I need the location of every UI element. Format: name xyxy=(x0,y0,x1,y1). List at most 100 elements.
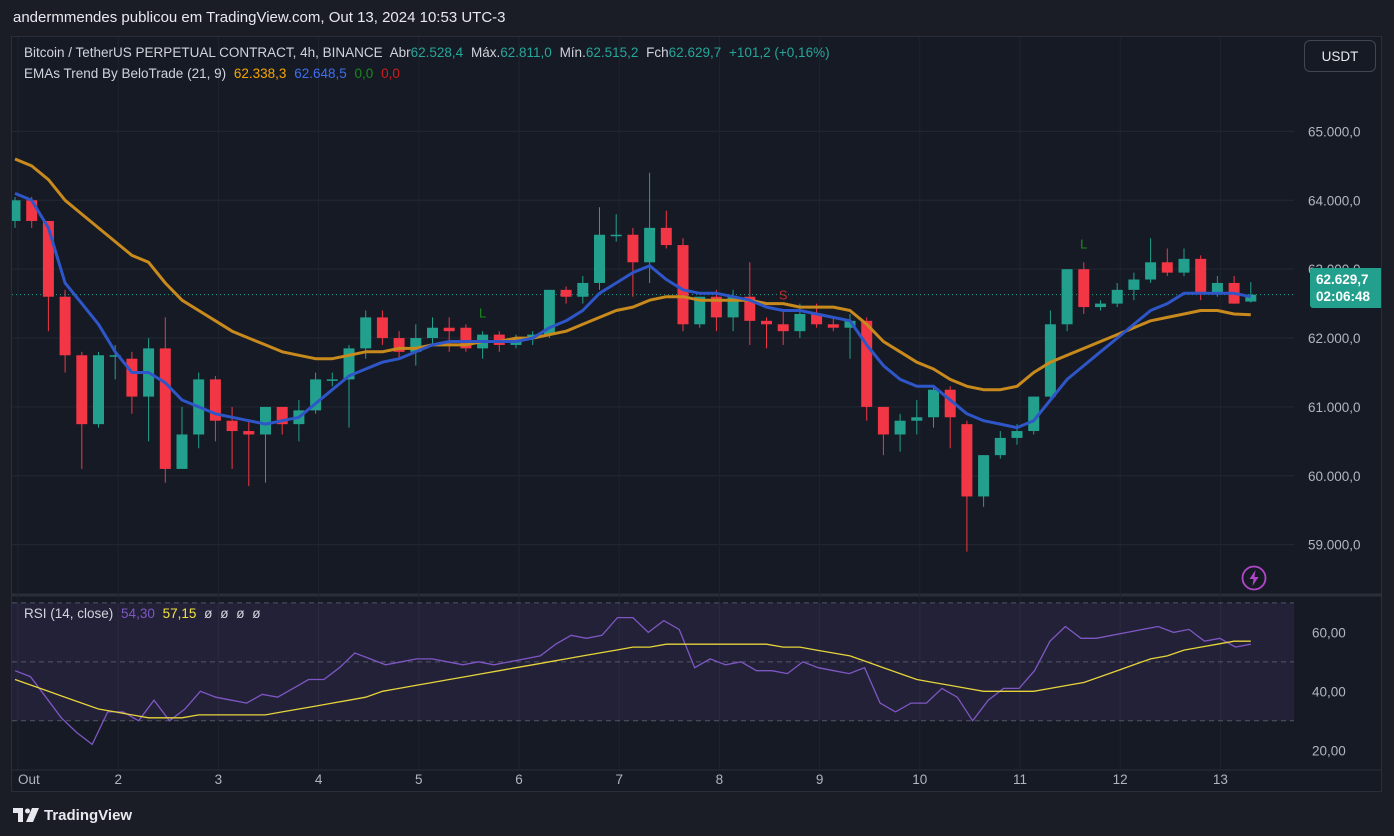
candle-body xyxy=(1211,282,1223,294)
candle-body xyxy=(1044,324,1056,397)
candle-body xyxy=(911,417,923,421)
rsi-legend: RSI (14, close) 54,30 57,15 ø ø ø ø xyxy=(24,606,264,621)
candle-body xyxy=(994,437,1006,456)
candle-body xyxy=(928,389,939,418)
ema-lines xyxy=(14,157,1252,430)
candle-body xyxy=(159,348,171,469)
candle-body xyxy=(877,406,889,435)
candle-body xyxy=(176,434,188,469)
footer-brand[interactable]: TradingView xyxy=(13,803,132,827)
candle-body xyxy=(1178,258,1190,273)
symbol-legend: Bitcoin / TetherUS PERPETUAL CONTRACT, 4… xyxy=(24,45,834,60)
last-price-tag: 62.629,7 02:06:48 xyxy=(1310,268,1381,308)
rsi-indicator-name[interactable]: RSI (14, close) xyxy=(24,606,114,621)
rsi-extra-4: ø xyxy=(252,606,261,621)
candle-body xyxy=(594,234,605,283)
candle-body xyxy=(744,296,756,321)
time-tick-label: 9 xyxy=(816,772,824,787)
candle-body xyxy=(961,424,973,497)
buy-signal-label: L xyxy=(1080,237,1087,252)
candle-body xyxy=(1161,262,1173,273)
candle-body xyxy=(276,406,288,425)
candle-body xyxy=(427,327,438,339)
chart-frame[interactable]: LSL 65.000,064.000,063.000,062.000,061.0… xyxy=(11,36,1382,792)
lightning-icon[interactable] xyxy=(1241,565,1267,591)
time-tick-label: 12 xyxy=(1113,772,1128,787)
candle-body xyxy=(677,245,689,325)
time-tick-label: 13 xyxy=(1213,772,1228,787)
candle-body xyxy=(226,420,238,432)
candles xyxy=(12,172,1257,552)
low-label: Mín. xyxy=(559,45,586,60)
candle-body xyxy=(560,289,572,297)
currency-button[interactable]: USDT xyxy=(1304,40,1376,72)
candle-body xyxy=(861,320,873,407)
candle-body xyxy=(844,320,856,328)
time-tick-label: 8 xyxy=(716,772,724,787)
bar-countdown: 02:06:48 xyxy=(1316,289,1371,304)
candle-body xyxy=(1111,289,1123,304)
candle-body xyxy=(93,355,104,425)
candle-body xyxy=(42,220,54,297)
candle-body xyxy=(326,379,338,381)
rsi-ma-line xyxy=(14,640,1251,719)
candle-body xyxy=(660,227,672,246)
candle-body xyxy=(1195,258,1207,294)
rsi-extra-2: ø xyxy=(220,606,229,621)
close-label: Fch xyxy=(646,45,669,60)
time-tick-label: 7 xyxy=(615,772,623,787)
time-tick-label: 3 xyxy=(215,772,223,787)
rsi-grid xyxy=(12,602,1294,722)
candle-body xyxy=(1078,269,1090,308)
candle-body xyxy=(610,234,622,237)
candle-body xyxy=(460,327,472,349)
candle-body xyxy=(1128,279,1140,290)
candle-body xyxy=(761,320,772,325)
candle-body xyxy=(360,317,372,349)
candle-body xyxy=(260,406,271,435)
candle-body xyxy=(543,289,555,335)
candle-body xyxy=(410,338,422,352)
time-tick-label: 11 xyxy=(1013,772,1027,787)
bull-value: 0,0 xyxy=(354,66,374,81)
candle-body xyxy=(493,334,505,345)
ema-9-line xyxy=(14,192,1252,430)
bear-value: 0,0 xyxy=(381,66,400,81)
candle-body xyxy=(209,379,221,421)
candle-body xyxy=(1095,303,1106,308)
rsi-extra-1: ø xyxy=(204,606,213,621)
rsi-tick-label: 40,00 xyxy=(1312,684,1346,699)
sell-signal-label: S xyxy=(779,287,788,302)
candle-body xyxy=(1011,431,1023,438)
candle-body xyxy=(1061,269,1073,325)
ema-slow-value: 62.338,3 xyxy=(233,66,287,81)
ema-indicator-name[interactable]: EMAs Trend By BeloTrade (21, 9) xyxy=(24,66,227,81)
time-tick-label: 5 xyxy=(415,772,423,787)
price-tick-label: 65.000,0 xyxy=(1308,124,1361,139)
rsi-ma-value: 57,15 xyxy=(162,606,197,621)
tradingview-logo-icon xyxy=(13,808,39,822)
price-tick-label: 64.000,0 xyxy=(1308,193,1361,208)
candle-body xyxy=(243,431,255,435)
rsi-extra-3: ø xyxy=(236,606,245,621)
candle-body xyxy=(1245,294,1257,302)
open-value: 62.528,4 xyxy=(410,45,464,60)
brand-name: TradingView xyxy=(44,806,133,824)
chart-canvas[interactable]: LSL 65.000,064.000,063.000,062.000,061.0… xyxy=(12,37,1382,792)
ema-fast-value: 62.648,5 xyxy=(294,66,347,81)
rsi-lines xyxy=(14,616,1251,746)
trade-signals: L S L xyxy=(479,237,1087,321)
candle-body xyxy=(443,327,455,332)
candle-body xyxy=(126,358,138,397)
last-price: 62.629,7 xyxy=(1316,272,1369,287)
price-tick-label: 60.000,0 xyxy=(1308,469,1361,484)
candle-body xyxy=(1145,262,1157,280)
publisher-line: andermmendes publicou em TradingView.com… xyxy=(13,9,506,26)
time-tick-label: 6 xyxy=(515,772,523,787)
candle-body xyxy=(12,200,21,221)
low-value: 62.515,2 xyxy=(585,45,639,60)
candle-body xyxy=(944,389,956,418)
candle-body xyxy=(627,234,639,263)
ema-legend: EMAs Trend By BeloTrade (21, 9) 62.338,3… xyxy=(24,66,404,81)
close-value: 62.629,7 xyxy=(668,45,722,60)
